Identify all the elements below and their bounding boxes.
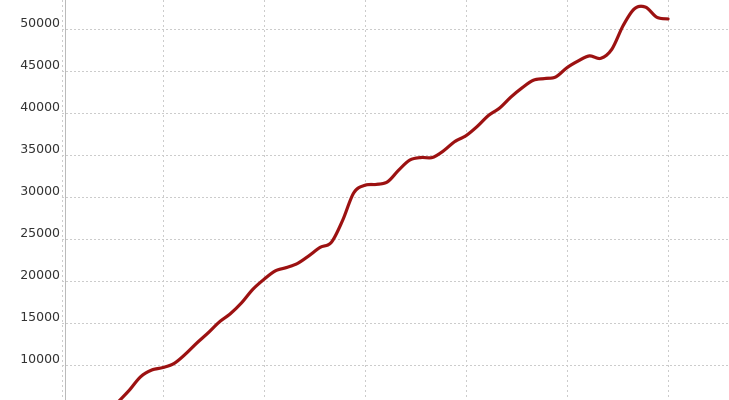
data-series-layer xyxy=(117,4,670,400)
y-axis-tick-label: 25000 xyxy=(20,225,60,240)
y-axis-tick-label: 50000 xyxy=(20,15,60,30)
y-axis-tick-label: 20000 xyxy=(20,267,60,282)
y-axis-tick-label: 30000 xyxy=(20,183,60,198)
horizontal-gridlines xyxy=(62,29,729,366)
y-axis-tick-label: 35000 xyxy=(20,141,60,156)
y-axis-tick-label: 15000 xyxy=(20,309,60,324)
y-axis-tick-label: 45000 xyxy=(20,57,60,72)
y-axis-tick-label: 10000 xyxy=(20,351,60,366)
y-axis-tick-labels: 10000 15000 20000 25000 30000 35000 40000 45000… xyxy=(0,0,60,400)
y-axis-tick-label: 40000 xyxy=(20,99,60,114)
data-line xyxy=(117,4,670,400)
